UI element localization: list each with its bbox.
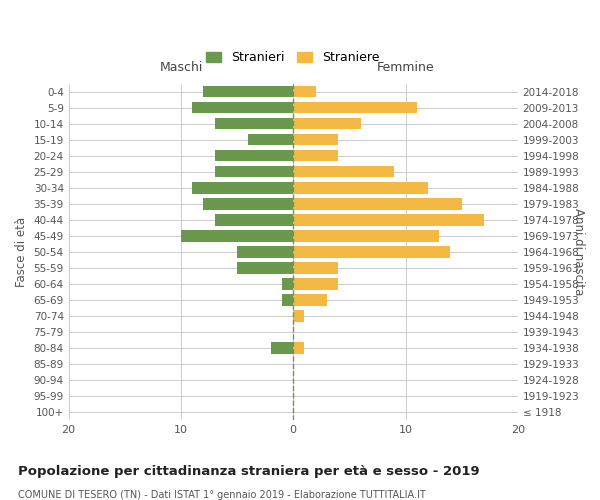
Text: Maschi: Maschi <box>159 61 203 74</box>
Bar <box>215 118 293 130</box>
Bar <box>293 166 394 177</box>
Bar <box>293 118 361 130</box>
Bar <box>192 182 293 194</box>
Bar <box>293 86 316 98</box>
Text: Femmine: Femmine <box>377 61 434 74</box>
Bar <box>293 198 461 209</box>
Bar <box>293 230 439 241</box>
Bar <box>293 150 338 162</box>
Bar <box>215 150 293 162</box>
Bar <box>248 134 293 145</box>
Bar <box>237 262 293 274</box>
Bar <box>293 294 327 306</box>
Bar <box>293 262 338 274</box>
Bar <box>192 102 293 114</box>
Bar <box>282 278 293 289</box>
Bar <box>181 230 293 241</box>
Y-axis label: Anni di nascita: Anni di nascita <box>572 208 585 296</box>
Text: COMUNE DI TESERO (TN) - Dati ISTAT 1° gennaio 2019 - Elaborazione TUTTITALIA.IT: COMUNE DI TESERO (TN) - Dati ISTAT 1° ge… <box>18 490 426 500</box>
Bar <box>215 166 293 177</box>
Bar <box>293 278 338 289</box>
Bar <box>215 214 293 226</box>
Bar <box>271 342 293 353</box>
Bar <box>293 134 338 145</box>
Bar <box>293 182 428 194</box>
Bar <box>282 294 293 306</box>
Bar <box>293 214 484 226</box>
Bar <box>293 310 304 322</box>
Y-axis label: Fasce di età: Fasce di età <box>15 217 28 287</box>
Bar <box>237 246 293 258</box>
Bar <box>203 198 293 209</box>
Bar <box>293 246 451 258</box>
Bar <box>293 342 304 353</box>
Legend: Stranieri, Straniere: Stranieri, Straniere <box>202 46 385 70</box>
Bar <box>293 102 417 114</box>
Bar <box>203 86 293 98</box>
Text: Popolazione per cittadinanza straniera per età e sesso - 2019: Popolazione per cittadinanza straniera p… <box>18 465 479 478</box>
